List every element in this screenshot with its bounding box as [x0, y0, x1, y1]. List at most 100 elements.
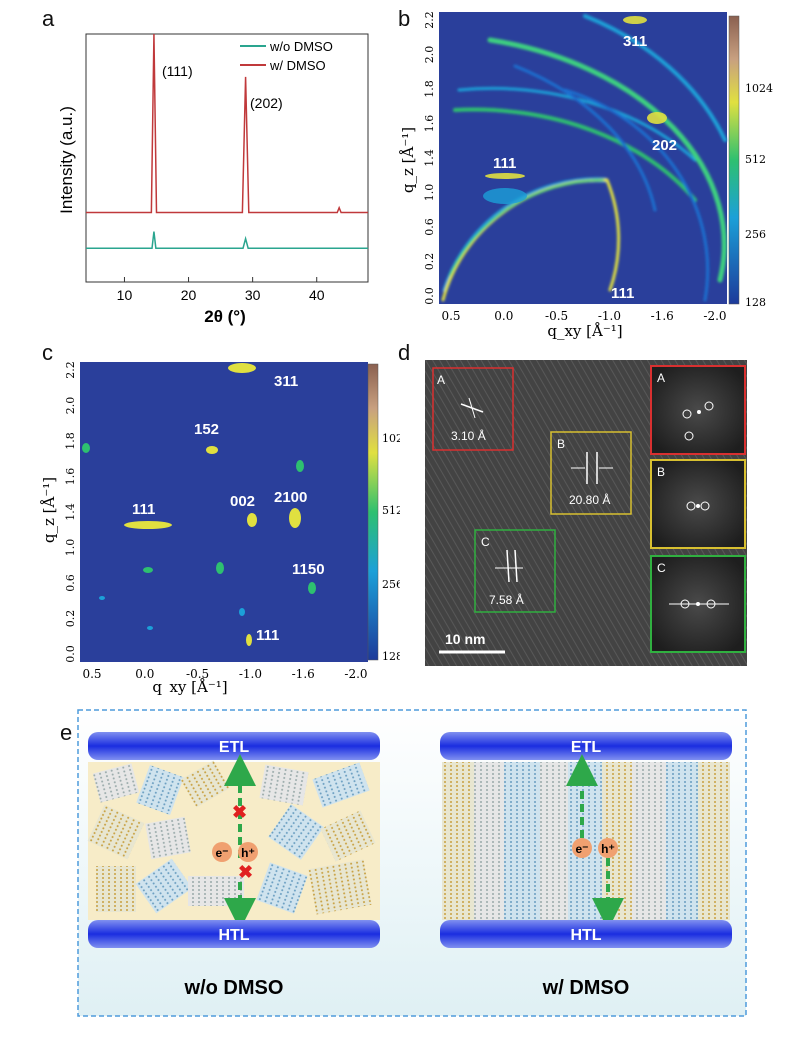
tem-box-c-value: 7.58 Å	[489, 592, 524, 607]
peak-label-202: (202)	[250, 95, 283, 111]
left-hole-label: h⁺	[241, 846, 255, 860]
map-b-label-202: 202	[652, 137, 677, 154]
map-ytick-label: 0.0	[64, 645, 77, 663]
xrd-xtick-label: 20	[181, 287, 197, 303]
tem-box-a-tag: A	[437, 373, 445, 387]
map-xtick-label: 0.0	[135, 667, 154, 681]
fft-tag-b: B	[657, 465, 665, 479]
right-htl-layer	[440, 920, 732, 948]
map-xtick-label: -1.0	[239, 667, 262, 681]
map-xtick-label: 0.0	[494, 309, 513, 323]
left-hole-circle	[238, 842, 258, 862]
map-ytick-label: 1.4	[423, 149, 436, 167]
legend-label-w: w/ DMSO	[269, 58, 326, 73]
giwaxs-map-c: 311 152 111 002 2100 1150 111 1024 512 2…	[40, 361, 400, 695]
map-xtick-label: -1.6	[292, 667, 315, 681]
right-caption: w/ DMSO	[542, 977, 630, 999]
panel-letter-b: b	[398, 6, 411, 31]
map-ytick-label: 1.0	[423, 184, 436, 202]
map-xtick-label: 0.5	[82, 667, 101, 681]
left-etl-label: ETL	[219, 739, 249, 756]
map-c-label-311: 311	[274, 373, 298, 390]
panel-letter-c: c	[42, 340, 53, 365]
map-xtick-label: -0.5	[545, 309, 568, 323]
map-ytick-label: 1.0	[64, 539, 77, 557]
right-oriented-grains	[442, 762, 730, 920]
map-ytick-label: 2.0	[423, 46, 436, 64]
xrd-ylabel: Intensity (a.u.)	[57, 106, 76, 214]
colorbar-b-512: 512	[745, 153, 766, 166]
xrd-xtick-label: 40	[309, 287, 325, 303]
left-htl-layer	[88, 920, 380, 948]
map-xtick-label: -1.6	[651, 309, 674, 323]
map-xtick-label: -1.0	[598, 309, 621, 323]
map-c-label-152: 152	[194, 421, 219, 438]
map-ytick-label: 0.2	[423, 253, 436, 271]
left-random-grains	[87, 760, 376, 915]
xrd-xtick-label: 30	[245, 287, 261, 303]
legend-label-wo: w/o DMSO	[269, 39, 333, 54]
map-ytick-label: 0.2	[64, 610, 77, 628]
map-ytick-label: 2.0	[64, 397, 77, 415]
colorbar-b-256: 256	[745, 228, 766, 241]
tem-box-c	[474, 529, 556, 613]
tem-box-a-value: 3.10 Å	[451, 428, 486, 443]
tem-box-b	[550, 431, 632, 515]
map-b-xlabel: q_xy [Å⁻¹]	[547, 322, 622, 340]
tem-box-c-tag: C	[481, 535, 490, 549]
left-block-icon-bottom: ✖	[238, 862, 253, 882]
right-etl-layer	[440, 732, 732, 760]
right-htl-label: HTL	[570, 927, 601, 944]
map-b-label-111-top: 111	[493, 155, 516, 172]
panel-letter-e: e	[60, 720, 73, 745]
map-b-label-311: 311	[623, 33, 647, 50]
map-c-label-1150: 1150	[292, 561, 325, 578]
tem-box-a	[432, 367, 514, 451]
map-c-label-111-bottom: 111	[256, 627, 279, 644]
map-ytick-label: 0.6	[64, 574, 77, 592]
left-caption: w/o DMSO	[184, 977, 284, 999]
left-electron-label: e⁻	[215, 846, 228, 860]
xrd-xtick-label: 10	[117, 287, 133, 303]
map-b-label-111-bottom: 111	[611, 285, 634, 302]
map-ytick-label: 1.4	[64, 503, 77, 521]
xrd-chart: 10 20 30 40 w/o DMSO w/ DMSO (111) (202) In…	[57, 33, 369, 326]
colorbar-b-1024: 1024	[745, 82, 773, 95]
colorbar-c-512: 512	[382, 504, 400, 517]
left-electron-circle	[212, 842, 232, 862]
panel-letter-d: d	[398, 340, 411, 365]
map-b-ylabel: q_z [Å⁻¹]	[399, 127, 417, 193]
map-ytick-label: 1.8	[423, 80, 436, 98]
colorbar-c-128: 128	[382, 650, 400, 663]
left-etl-layer	[88, 732, 380, 760]
map-ytick-label: 1.6	[423, 115, 436, 133]
colorbar-b-128: 128	[745, 296, 766, 309]
map-ytick-label: 1.8	[64, 432, 77, 450]
map-ytick-label: 2.2	[64, 361, 77, 379]
right-electron-circle	[572, 838, 592, 858]
colorbar-c	[367, 363, 379, 661]
xrd-xlabel: 2θ (°)	[204, 307, 246, 326]
map-xtick-label: -2.0	[703, 309, 726, 323]
map-c-ylabel: q_z [Å⁻¹]	[40, 477, 58, 543]
panel-letter-a: a	[42, 6, 55, 31]
map-c-xlabel: q_xy [Å⁻¹]	[152, 678, 227, 695]
tem-image: A 3.10 Å B 20.80 Å C 7.58 Å A B C 10 nm	[425, 360, 747, 666]
map-c-label-111: 111	[132, 501, 155, 518]
colorbar-b	[728, 15, 740, 305]
map-xtick-label: 0.5	[441, 309, 460, 323]
map-c-label-002: 002	[230, 493, 255, 510]
schematic-e: ETL ✖ ✖ e⁻ h⁺ HTL w/o DMSO ETL	[77, 709, 747, 1017]
map-ytick-label: 0.0	[423, 287, 436, 305]
map-ytick-label: 0.6	[423, 218, 436, 236]
left-htl-label: HTL	[218, 927, 249, 944]
colorbar-c-1024: 1024	[382, 432, 400, 445]
left-block-icon-top: ✖	[232, 802, 247, 822]
scale-bar-label: 10 nm	[445, 631, 485, 647]
fft-tag-c: C	[657, 561, 666, 575]
tem-box-b-value: 20.80 Å	[569, 492, 610, 507]
right-hole-label: h⁺	[601, 842, 615, 856]
map-xtick-label: -0.5	[186, 667, 209, 681]
right-hole-circle	[598, 838, 618, 858]
xrd-series-1	[86, 33, 368, 214]
